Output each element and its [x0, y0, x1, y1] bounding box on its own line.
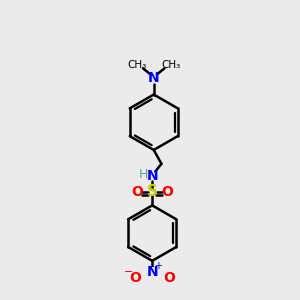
Text: CH₃: CH₃: [127, 60, 146, 70]
Text: −: −: [124, 267, 133, 278]
Text: O: O: [163, 271, 175, 285]
Text: S: S: [147, 184, 158, 199]
Text: O: O: [131, 184, 143, 199]
Text: N: N: [146, 265, 158, 279]
Text: +: +: [154, 261, 162, 271]
Text: N: N: [148, 70, 160, 85]
Text: CH₃: CH₃: [161, 60, 180, 70]
Text: H: H: [138, 168, 148, 181]
Text: O: O: [129, 271, 141, 285]
Text: O: O: [162, 184, 173, 199]
Text: N: N: [146, 169, 158, 183]
